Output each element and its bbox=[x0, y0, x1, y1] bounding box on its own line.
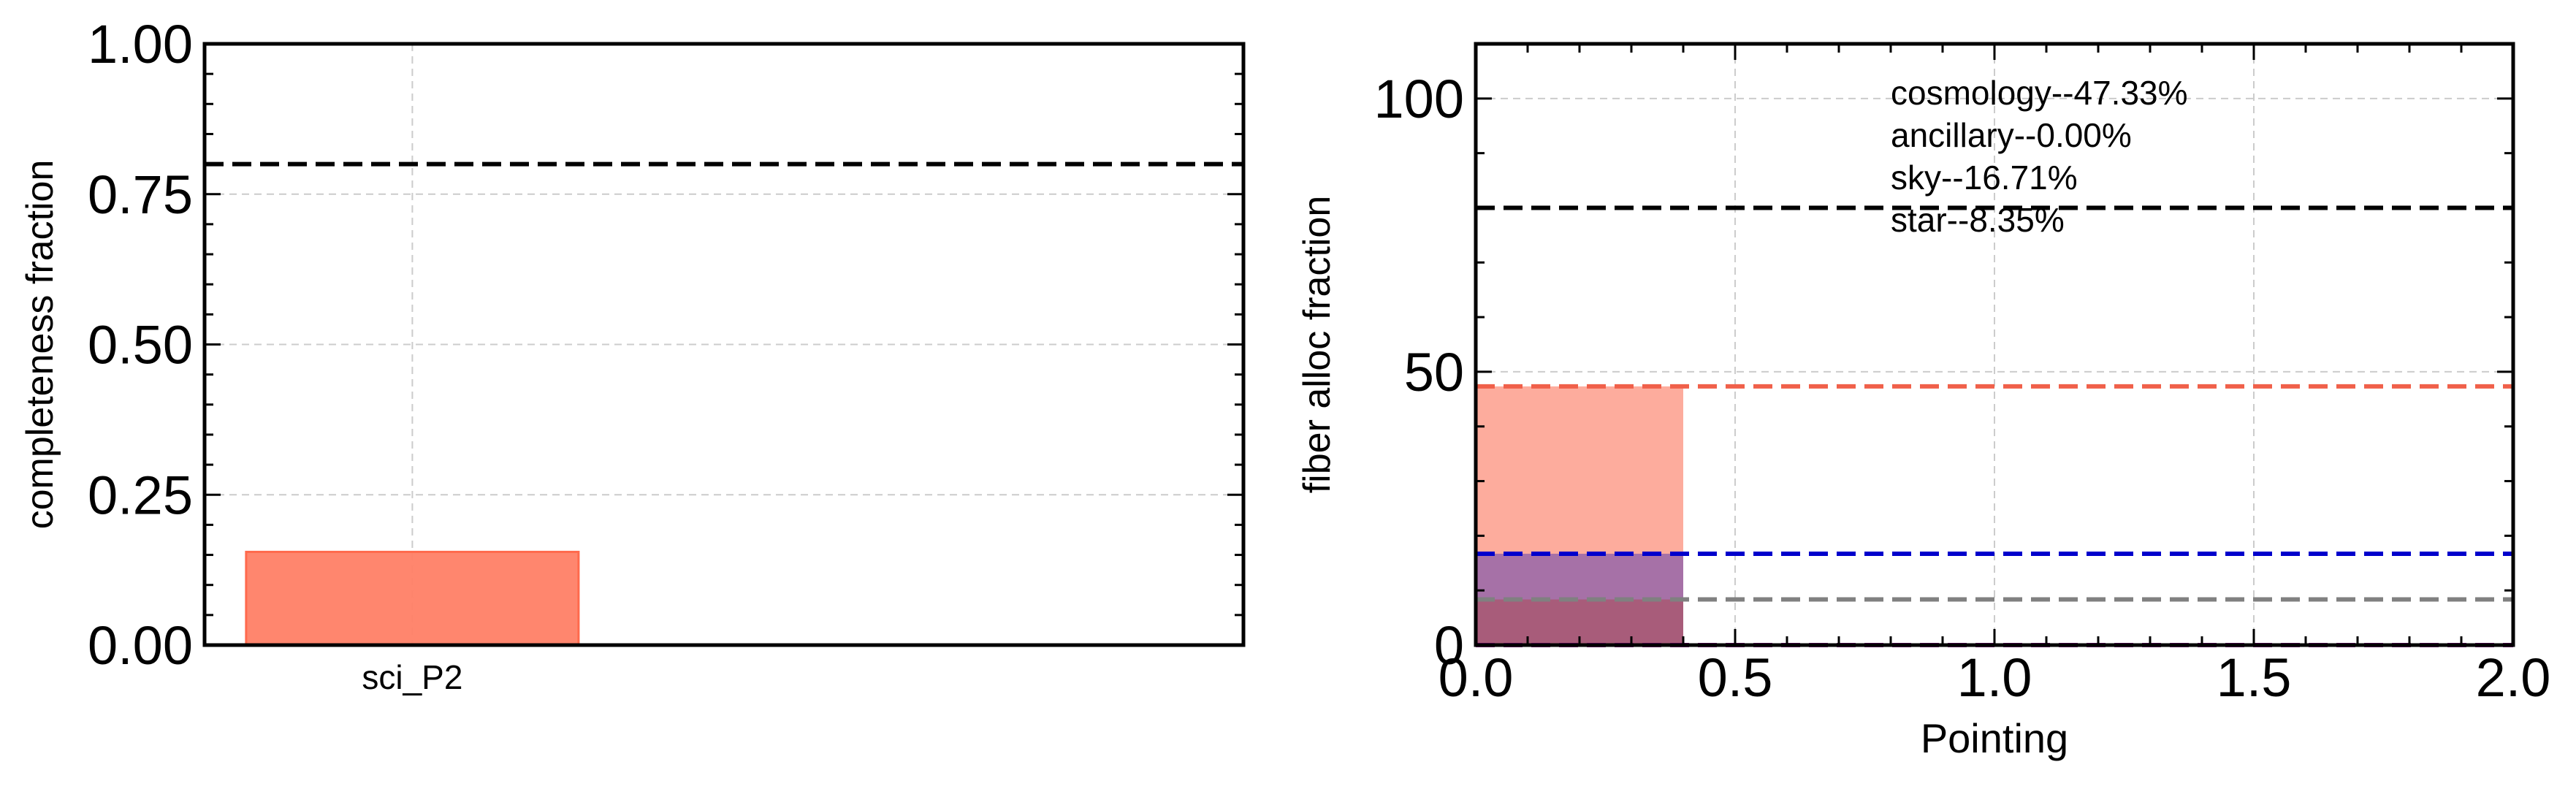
x-tick-label: 0.5 bbox=[1698, 647, 1773, 708]
y-tick-label: 50 bbox=[1404, 342, 1464, 403]
y-tick-label: 0.75 bbox=[88, 164, 193, 225]
plot-frame bbox=[202, 42, 1246, 647]
x-tick-label: 1.5 bbox=[2217, 647, 2292, 708]
fiber-alloc-chart: cosmology--47.33% ancillary--0.00% sky--16… bbox=[1296, 42, 2551, 761]
x-tick-label: 2.0 bbox=[2476, 647, 2551, 708]
annotation-sky: sky--16.71% bbox=[1891, 159, 2078, 197]
y-axis-label: fiber alloc fraction bbox=[1296, 196, 1338, 494]
x-tick-label: 0.0 bbox=[1438, 647, 1514, 708]
x-axis-label: Pointing bbox=[1921, 715, 2068, 761]
y-tick-label: 100 bbox=[1374, 69, 1464, 129]
bar-sci_P2 bbox=[245, 550, 580, 647]
y-tick-label: 1.00 bbox=[88, 14, 193, 75]
y-tick-label: 0.50 bbox=[88, 315, 193, 376]
y-tick-label: 0.25 bbox=[88, 465, 193, 525]
annotation-ancillary: ancillary--0.00% bbox=[1891, 116, 2132, 154]
completeness-chart: sci_P2 0.00 0.25 0.50 0.75 1.00 completeness f… bbox=[19, 14, 1246, 696]
x-tick-label: 1.0 bbox=[1957, 647, 2032, 708]
annotation-star: star--8.35% bbox=[1891, 201, 2065, 239]
plot-frame bbox=[1474, 42, 2515, 647]
y-axis-label: completeness fraction bbox=[19, 160, 61, 530]
y-tick-label: 0 bbox=[1434, 615, 1464, 676]
x-tick-label: sci_P2 bbox=[362, 658, 462, 696]
y-tick-label: 0.00 bbox=[88, 615, 193, 676]
annotation-cosmology: cosmology--47.33% bbox=[1891, 74, 2188, 112]
